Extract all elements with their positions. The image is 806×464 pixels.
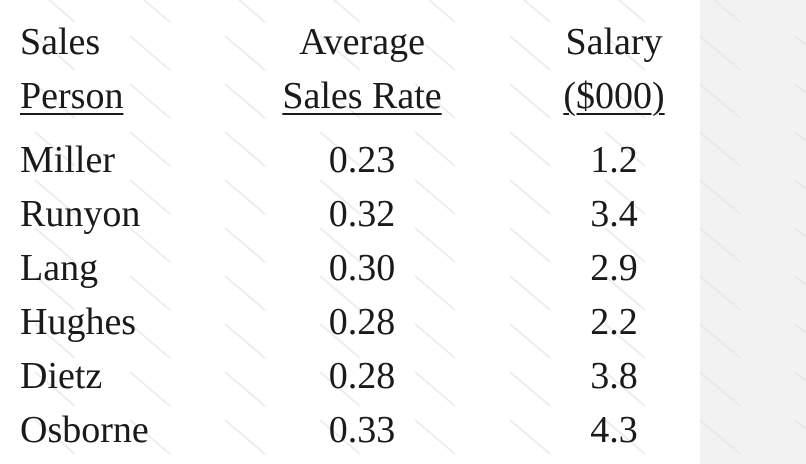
- row-name: Miller: [20, 139, 115, 181]
- row-name: Hughes: [20, 301, 137, 343]
- row-rate: 0.28: [328, 301, 396, 343]
- header-salary: Salary: [565, 21, 663, 63]
- gray-side-panel: [700, 0, 806, 464]
- row-name: Dietz: [20, 355, 103, 397]
- header-average: Average: [299, 21, 425, 63]
- header-sales-rate: Sales Rate: [282, 75, 442, 117]
- row-salary: 2.2: [590, 301, 638, 343]
- row-rate: 0.23: [328, 139, 396, 181]
- header-sales: Sales: [20, 21, 101, 63]
- row-rate: 0.30: [328, 247, 396, 289]
- row-salary: 3.4: [590, 193, 638, 235]
- header-salary-unit: ($000): [563, 75, 665, 117]
- row-name: Osborne: [20, 409, 149, 451]
- row-rate: 0.28: [328, 355, 396, 397]
- row-name: Lang: [20, 247, 99, 289]
- row-rate: 0.32: [328, 193, 396, 235]
- header-person: Person: [20, 75, 124, 117]
- row-salary: 4.3: [590, 409, 638, 451]
- row-salary: 3.8: [590, 355, 638, 397]
- row-rate: 0.33: [328, 409, 396, 451]
- row-salary: 2.9: [590, 247, 638, 289]
- row-salary: 1.2: [590, 139, 638, 181]
- row-name: Runyon: [20, 193, 141, 235]
